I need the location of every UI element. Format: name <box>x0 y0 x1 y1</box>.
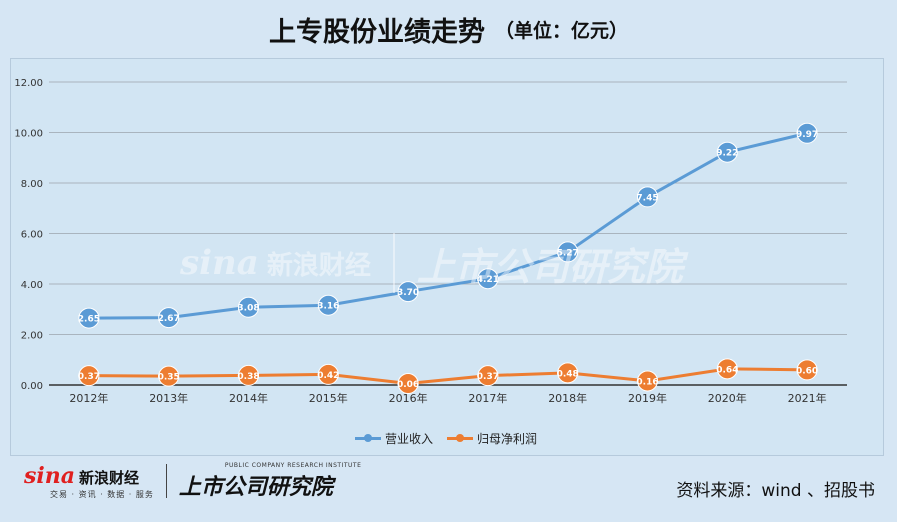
y-tick-label: 0.00 <box>21 381 43 392</box>
data-point <box>238 296 259 318</box>
data-label: 7.45 <box>636 193 658 203</box>
chart-legend: 营业收入 归母净利润 <box>355 428 551 448</box>
data-label: 9.22 <box>716 149 738 159</box>
y-tick-label: 6.00 <box>21 230 43 241</box>
data-point <box>637 186 658 208</box>
data-point <box>477 268 499 290</box>
legend-swatch-revenue <box>355 433 381 443</box>
x-tick-label: 2021年 <box>788 391 827 405</box>
data-label: 0.48 <box>557 369 579 379</box>
logo-divider <box>165 464 167 498</box>
y-tick-label: 8.00 <box>21 179 43 190</box>
chart-title: 上专股份业绩走势 <box>268 17 485 48</box>
data-label: 4.21 <box>477 275 499 285</box>
research-institute-logo: PUBLIC COMPANY RESEARCH INSTITUTE 上市公司研究… <box>179 462 361 501</box>
sina-cn-name: 新浪财经 <box>79 468 140 487</box>
sina-wordmark: sina <box>24 462 75 489</box>
series-line-revenue <box>88 131 808 320</box>
chart-title-bar: 上专股份业绩走势 （单位：亿元） <box>0 10 897 54</box>
data-point <box>397 372 419 394</box>
legend-swatch-net-profit <box>447 433 474 443</box>
data-label: 3.08 <box>237 304 259 314</box>
data-label: 0.37 <box>477 372 499 382</box>
data-point <box>78 365 100 387</box>
y-tick-label: 2.00 <box>21 331 43 342</box>
data-label: 0.38 <box>237 372 259 382</box>
data-label: 3.16 <box>317 302 339 312</box>
data-point <box>716 358 738 380</box>
chart-area: 0.00 2.00 4.00 6.00 8.00 10.00 12.00 2012年 2013年… <box>10 58 884 456</box>
sina-logo: sina 新浪财经 交易 · 资讯 · 数据 · 服务 <box>24 463 154 500</box>
data-label: 0.42 <box>317 371 339 381</box>
data-label: 2.67 <box>158 314 180 324</box>
data-point <box>238 364 259 386</box>
series-line-net-profit <box>88 367 808 385</box>
y-tick-label: 4.00 <box>21 280 43 291</box>
data-point <box>78 307 100 329</box>
legend-item-net-profit: 归母净利润 <box>447 430 537 447</box>
research-institute-cn: 上市公司研究院 <box>178 473 333 500</box>
data-label: 9.97 <box>796 130 818 140</box>
x-tick-label: 2013年 <box>149 391 188 405</box>
data-point <box>477 365 499 387</box>
data-point <box>317 363 339 385</box>
line-chart: 0.00 2.00 4.00 6.00 8.00 10.00 12.00 2012年 2013年… <box>14 78 847 405</box>
x-tick-label: 2014年 <box>229 391 268 405</box>
data-label: 0.60 <box>796 366 818 376</box>
data-point <box>557 241 579 263</box>
footer-logo: sina 新浪财经 交易 · 资讯 · 数据 · 服务 PUBLIC COMPA… <box>24 462 361 500</box>
data-point <box>397 281 419 303</box>
legend-item-revenue: 营业收入 <box>355 430 433 447</box>
x-tick-label: 2018年 <box>548 391 587 405</box>
y-tick-label: 10.00 <box>14 129 43 140</box>
x-tick-label: 2012年 <box>69 391 108 405</box>
data-point <box>158 307 180 329</box>
data-point <box>637 370 658 392</box>
data-point <box>317 294 339 316</box>
legend-label-revenue: 营业收入 <box>385 431 434 446</box>
data-label: 0.16 <box>636 377 658 387</box>
research-institute-en: PUBLIC COMPANY RESEARCH INSTITUTE <box>224 461 362 469</box>
data-point <box>158 365 180 387</box>
x-tick-label: 2015年 <box>309 391 348 405</box>
data-point <box>716 141 738 163</box>
x-tick-label: 2017年 <box>468 391 507 405</box>
data-label: 0.06 <box>397 380 419 390</box>
data-point <box>557 362 579 384</box>
data-point <box>796 122 818 144</box>
data-point <box>796 359 818 381</box>
data-label: 3.70 <box>397 288 419 298</box>
data-label: 5.27 <box>557 248 579 258</box>
data-source: 资料来源：wind 、招股书 <box>676 481 875 501</box>
sina-tagline: 交易 · 资讯 · 数据 · 服务 <box>50 489 154 499</box>
data-label: 0.64 <box>716 365 738 375</box>
data-label: 2.65 <box>78 315 100 325</box>
y-tick-label: 12.00 <box>14 78 43 89</box>
chart-unit: （单位：亿元） <box>494 20 628 42</box>
x-tick-label: 2019年 <box>628 391 667 405</box>
data-label: 0.37 <box>78 372 100 382</box>
x-tick-label: 2016年 <box>389 391 428 405</box>
legend-label-net-profit: 归母净利润 <box>477 431 538 446</box>
x-tick-label: 2020年 <box>708 391 747 405</box>
data-label: 0.35 <box>158 373 180 383</box>
